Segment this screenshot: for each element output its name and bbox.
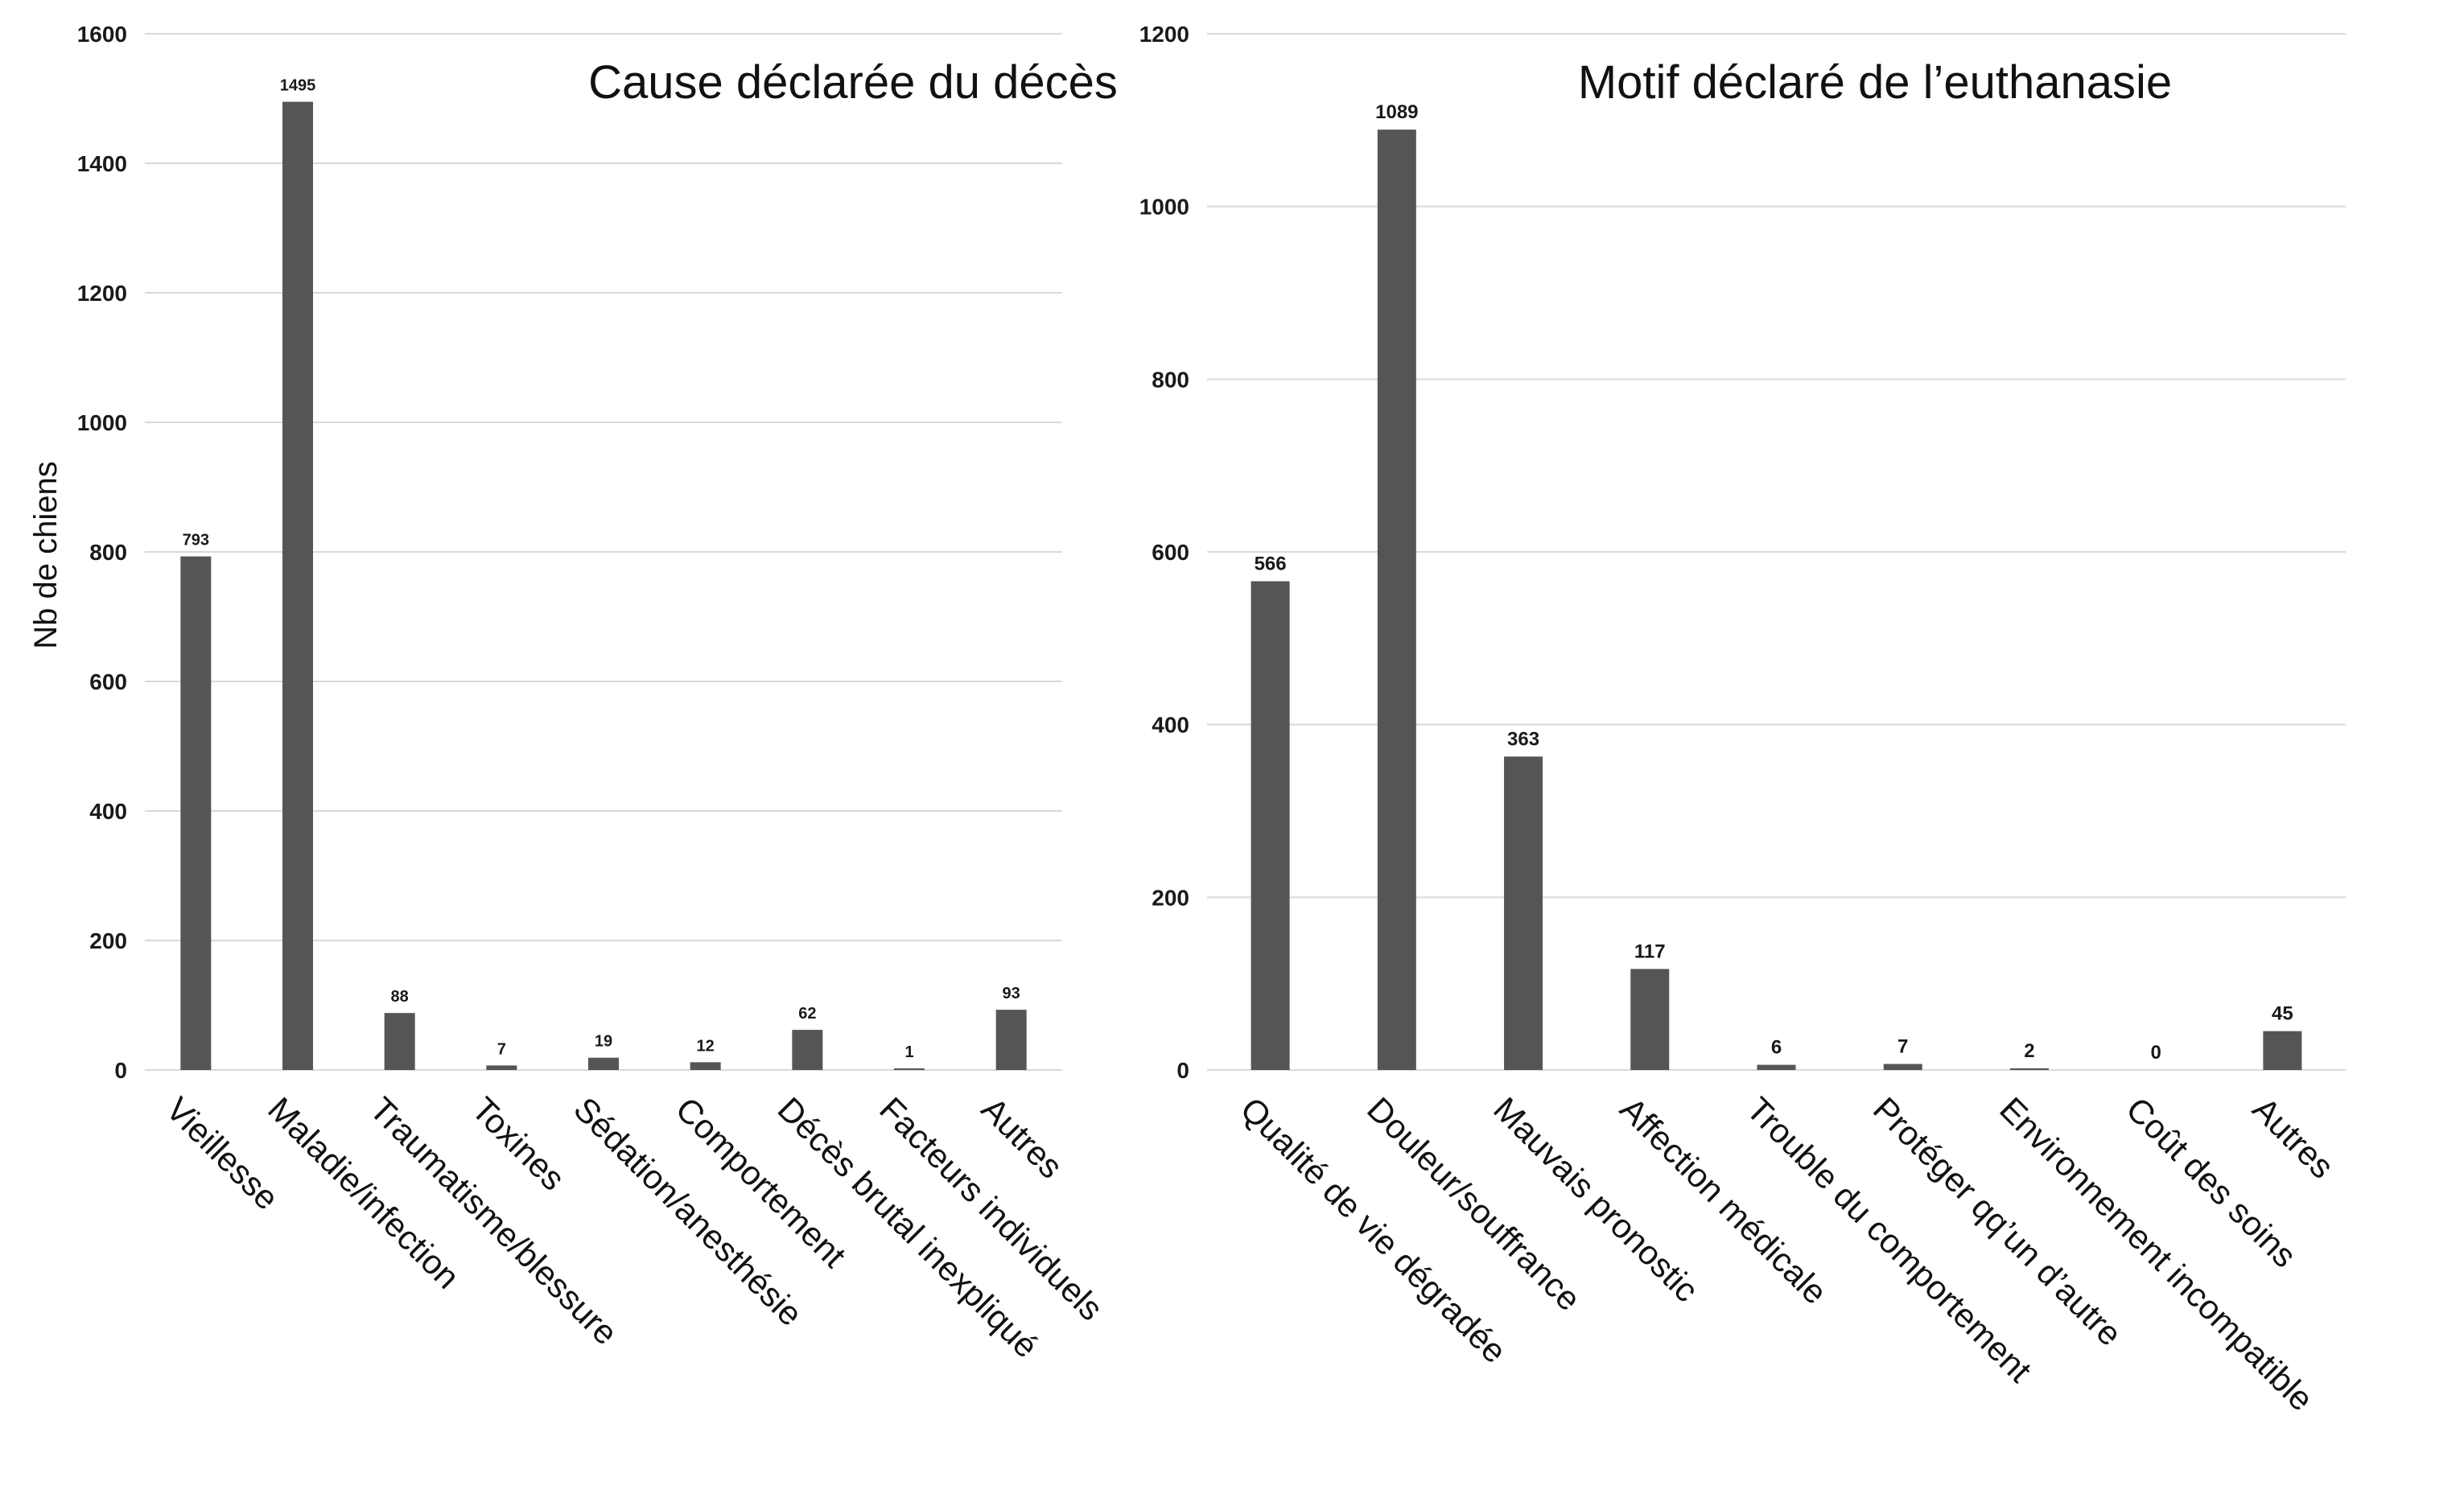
y-tick-label: 200 <box>1152 885 1189 910</box>
bar <box>2009 1068 2049 1070</box>
y-tick-label: 400 <box>1152 713 1189 738</box>
y-tick-label: 0 <box>114 1058 127 1083</box>
bar <box>690 1062 721 1070</box>
data-label: 12 <box>697 1037 715 1055</box>
category-labels: Qualité de vie dégradéeDouleur/souffranc… <box>1234 1090 2342 1418</box>
y-tick-labels: 0 200 400 600 800 1000 1200 1400 1600 <box>77 22 127 1083</box>
data-label: 7 <box>497 1040 506 1058</box>
y-tick-labels: 0 200 400 600 800 1000 1200 <box>1139 22 1189 1083</box>
bar <box>1757 1064 1796 1070</box>
y-tick-label: 1200 <box>77 281 127 306</box>
category-label: Autres <box>2246 1090 2342 1186</box>
data-label: 1495 <box>280 77 316 95</box>
data-label: 1089 <box>1375 101 1418 123</box>
y-tick-label: 200 <box>89 928 127 953</box>
bar <box>1504 756 1543 1070</box>
data-label: 0 <box>2150 1042 2161 1064</box>
y-tick-label: 400 <box>89 799 127 824</box>
data-labels: 566 1089 363 117 6 7 2 0 45 <box>1255 101 2293 1064</box>
data-label: 62 <box>798 1005 816 1023</box>
data-label: 363 <box>1507 728 1539 750</box>
y-tick-label: 1400 <box>77 151 127 176</box>
y-tick-label: 1000 <box>1139 195 1189 220</box>
bar <box>486 1065 517 1070</box>
data-label: 117 <box>1634 940 1666 962</box>
data-label: 88 <box>391 988 409 1006</box>
y-tick-label: 600 <box>89 669 127 694</box>
data-label: 1 <box>904 1043 913 1061</box>
bar <box>1251 581 1290 1070</box>
category-label: Autres <box>974 1090 1070 1186</box>
category-label: Vieillesse <box>159 1090 286 1217</box>
bars <box>180 101 1027 1070</box>
bar <box>1883 1064 1922 1070</box>
y-tick-label: 1600 <box>77 22 127 47</box>
data-labels: 793 1495 88 7 19 12 62 1 93 <box>183 77 1020 1061</box>
y-tick-label: 800 <box>89 540 127 565</box>
category-label: Qualité de vie dégradée <box>1234 1090 1514 1371</box>
bar <box>384 1013 415 1070</box>
chart-title: Cause déclarée du décès <box>588 56 1118 109</box>
data-label: 93 <box>1003 985 1020 1002</box>
bar <box>2263 1031 2302 1070</box>
y-tick-label: 0 <box>1176 1058 1189 1083</box>
bar <box>180 556 212 1070</box>
data-label: 2 <box>2024 1040 2034 1062</box>
chart-motif-euthanasie: 0 200 400 600 800 1000 1200 566 1089 363 117 6 7 2 0 4… <box>1139 22 2346 1418</box>
data-label: 793 <box>183 532 209 549</box>
bar <box>588 1057 619 1070</box>
bar <box>1377 130 1416 1070</box>
category-label: Affection médicale <box>1613 1090 1834 1311</box>
y-tick-label: 800 <box>1152 367 1189 392</box>
category-label: Maladie/infection <box>261 1090 467 1296</box>
y-tick-label: 1200 <box>1139 22 1189 47</box>
bar <box>792 1030 823 1070</box>
y-tick-label: 1000 <box>77 410 127 435</box>
category-labels: VieillesseMaladie/infectionTraumatisme/b… <box>159 1090 1110 1365</box>
y-axis-title: Nb de chiens <box>28 461 64 648</box>
data-label: 6 <box>1771 1037 1782 1059</box>
category-label: Douleur/souffrance <box>1360 1090 1588 1319</box>
bar <box>1630 969 1670 1070</box>
data-label: 19 <box>595 1033 612 1051</box>
data-label: 566 <box>1255 553 1287 574</box>
bar <box>894 1068 925 1070</box>
bars <box>1251 130 2302 1070</box>
bar <box>282 101 313 1070</box>
chart-title: Motif déclaré de l’euthanasie <box>1578 56 2172 109</box>
data-label: 45 <box>2272 1003 2293 1025</box>
data-label: 7 <box>1897 1035 1908 1057</box>
bar <box>995 1010 1027 1070</box>
y-tick-label: 600 <box>1152 540 1189 565</box>
category-label: Protéger qq’un d’autre <box>1866 1090 2129 1353</box>
